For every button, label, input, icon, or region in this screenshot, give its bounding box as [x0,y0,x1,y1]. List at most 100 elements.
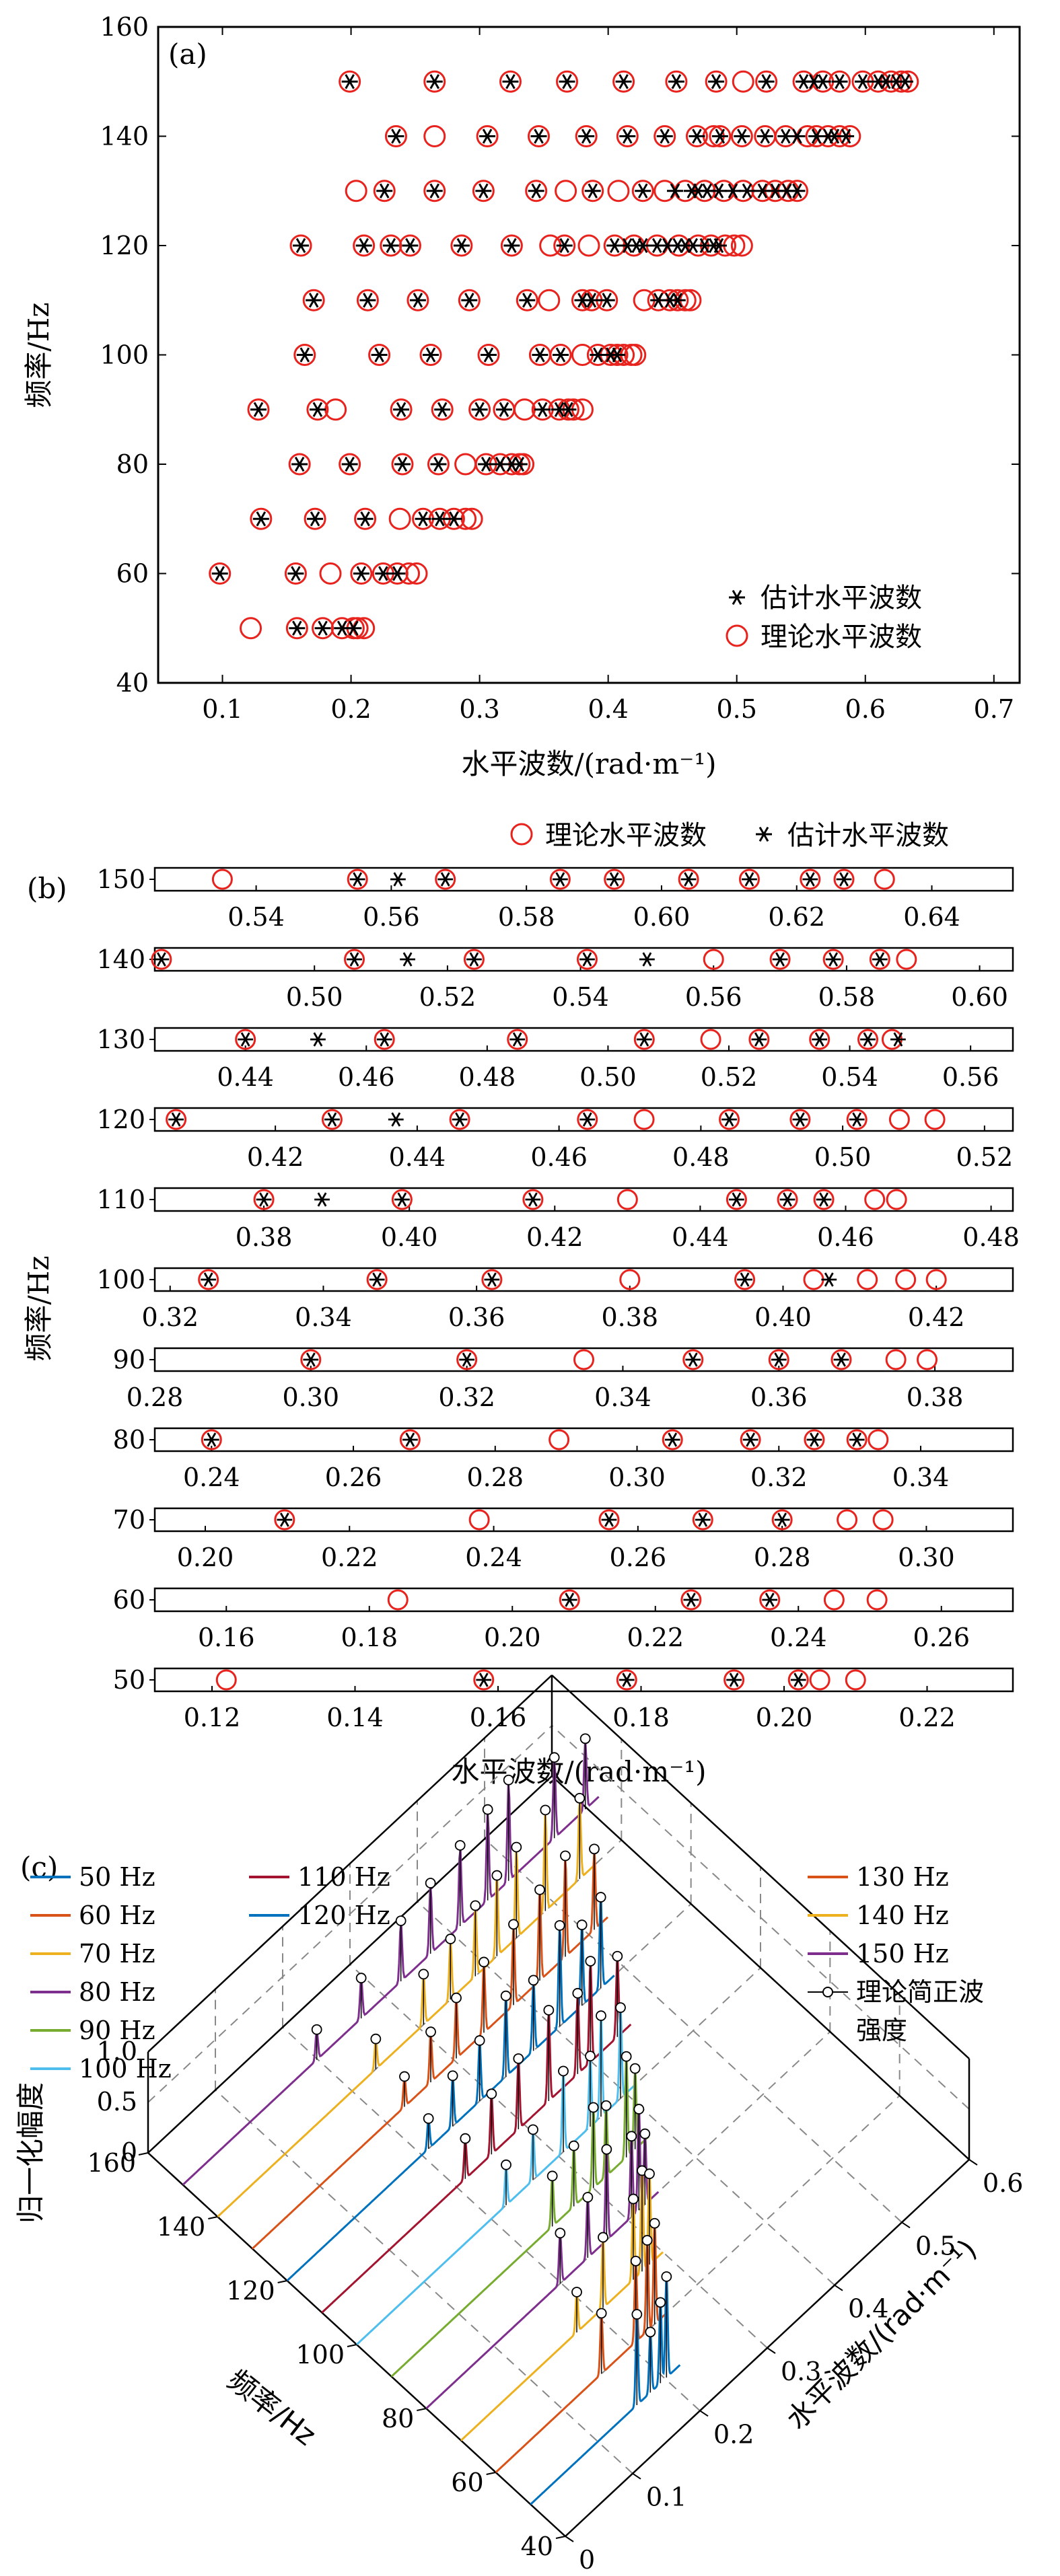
stem-marker [454,1840,466,1851]
mode-curve [495,2223,669,2474]
row-130hz: 130 0.44 0.46 0.48 0.50 0.52 0.54 0.56 [96,1025,1014,1092]
asterisk-stroke [310,511,320,527]
asterisk-marker [256,1192,272,1207]
asterisk-stroke [507,237,517,254]
stem-marker [572,1987,584,1999]
stem-marker [655,2297,666,2308]
x-tick-label: 0.26 [610,1543,667,1572]
curve-70hz [460,2165,664,2441]
asterisk-stroke [512,1032,522,1047]
x-tick-label: 0.48 [672,1142,730,1172]
stem-marker [628,2193,639,2205]
asterisk-stroke [612,347,623,363]
asterisk-stroke [622,1672,632,1687]
stem-marker [631,2309,643,2320]
stem-marker [633,2104,645,2114]
theo-circle [800,869,821,890]
legend-marker [822,1987,833,1997]
theo-circle [553,234,576,257]
x-tick-label: 0.62 [768,902,825,932]
theo-circle [598,1509,620,1531]
theo-circle [833,869,855,890]
asterisk-stroke [699,237,710,254]
asterisk-marker [711,128,728,144]
asterisk-stroke [744,872,754,887]
theo-circle [368,344,391,366]
asterisk-marker [790,1672,806,1687]
asterisk-marker [461,293,478,308]
asterisk-stroke [619,74,629,89]
asterisk-stroke [604,1512,614,1527]
asterisk-marker [306,293,322,308]
asterisk-marker [615,74,632,89]
asterisk-marker [287,566,304,581]
theo-circle [458,289,481,311]
asterisk-marker [695,1512,711,1527]
panel-b-ylabel: 频率/Hz [22,1256,55,1362]
mode-curve [530,2276,681,2505]
theo-circle [450,234,473,257]
theo-circle [705,70,728,93]
stem-marker [540,1804,551,1816]
asterisk-stroke [688,237,699,254]
asterisk-marker [721,1112,737,1127]
asterisk-marker [291,456,308,472]
theo-circle [468,1509,490,1531]
theo-circle [522,1189,544,1210]
theo-circle [845,1669,866,1691]
x-tick-label: 0.20 [177,1543,234,1572]
theo-circle [809,1669,831,1691]
theo-circle [354,507,377,530]
asterisk-stroke [253,402,264,417]
theo-circle [723,1669,745,1691]
z-tick-label: 1.0 [97,2036,137,2066]
row-frame [153,1027,1014,1052]
asterisk-stroke [559,237,570,254]
row-50hz: 500.12 0.14 0.16 0.18 0.20 0.22 [113,1665,1014,1732]
k-tick [632,2472,641,2480]
z-tick-label: 0.5 [97,2087,137,2117]
grid-line [495,2095,900,2473]
legend-item: 100 Hz [30,2054,172,2084]
asterisk-marker [688,128,705,144]
asterisk-stroke [642,952,652,967]
theo-circle [549,344,572,366]
asterisk-marker [825,952,841,967]
asterisk-marker [872,952,888,967]
asterisk-stroke [814,1032,824,1047]
asterisk-marker [896,74,913,89]
asterisk-stroke [770,183,781,198]
x-tick-label: 0.22 [321,1543,378,1572]
theo-circle [555,180,577,203]
theo-circle [240,617,262,640]
asterisk-marker [598,293,615,308]
asterisk-stroke [684,872,694,887]
asterisk-marker [168,1112,184,1127]
theo-circle [734,1269,756,1290]
asterisk-marker [452,1112,468,1127]
asterisk-stroke [456,237,467,254]
asterisk-marker [601,1512,617,1527]
theo-circle [633,1029,655,1050]
asterisk-marker [371,347,388,363]
x-tick-label: 0.36 [750,1383,808,1412]
asterisk-stroke [828,952,839,967]
theo-circle [874,869,895,890]
theo-circle [384,125,407,147]
x-tick-label: 0.24 [770,1623,827,1652]
x-tick-label: 0.28 [127,1383,184,1412]
stem-marker [511,1841,522,1853]
row-120hz: 120 0.42 0.44 0.46 0.48 0.50 0.52 [96,1105,1014,1172]
theo-circle [209,562,232,585]
theo-circle [527,125,550,147]
x-tick-label: 0.30 [898,1543,955,1572]
asterisk-marker [446,511,462,527]
theo-circle [516,289,538,311]
stem-marker [460,2133,471,2144]
theo-circle [864,1189,886,1210]
asterisk-stroke [742,183,752,198]
theo-circle [284,562,307,585]
asterisk-stroke [588,183,598,198]
row-100hz: 100 0.32 0.34 0.36 0.38 0.40 0.42 [96,1265,1014,1332]
asterisk-marker [552,347,569,363]
